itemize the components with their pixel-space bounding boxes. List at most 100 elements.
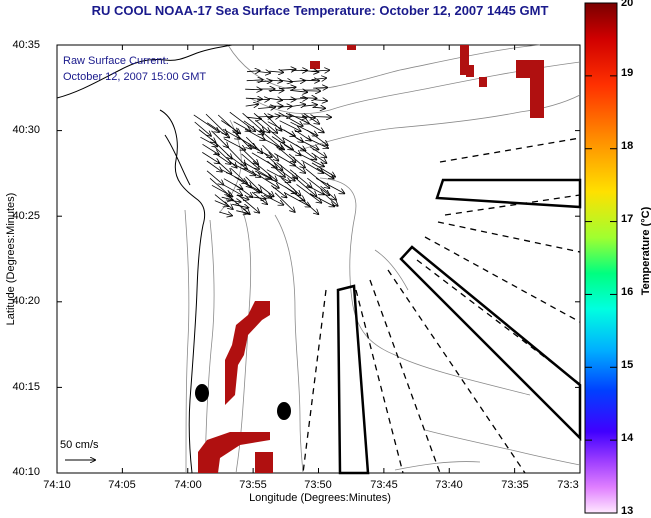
colorbar-tick-label: 13 <box>621 505 634 517</box>
x-tick-label: 74:05 <box>108 479 136 491</box>
current-vector <box>292 104 305 106</box>
current-vector <box>225 200 241 202</box>
current-vector <box>311 78 327 80</box>
current-vector <box>311 70 330 71</box>
current-vector <box>278 106 291 107</box>
x-tick-label: 73:55 <box>239 479 267 491</box>
y-tick-label: 40:25 <box>12 210 40 222</box>
current-vector <box>229 161 256 175</box>
current-vector <box>239 146 258 164</box>
current-vector <box>209 177 230 195</box>
current-vector <box>274 144 295 162</box>
current-vector <box>245 176 262 193</box>
current-vector <box>313 100 327 101</box>
current-vector <box>222 128 240 139</box>
current-vector <box>255 119 269 132</box>
current-vector <box>290 116 306 118</box>
current-label: Raw Surface Current: <box>63 55 169 67</box>
current-vector <box>300 70 319 72</box>
current-vector <box>295 144 316 160</box>
current-vector <box>309 146 326 158</box>
current-vector <box>307 129 327 145</box>
current-vector <box>205 113 227 134</box>
current-vector <box>316 178 344 193</box>
current-vector <box>305 137 328 149</box>
current-vector <box>278 169 295 180</box>
current-vector <box>220 168 247 183</box>
current-vector <box>218 212 232 216</box>
current-vector <box>246 71 260 72</box>
current-vector <box>262 144 279 161</box>
scale-label: 50 cm/s <box>60 439 99 451</box>
current-vectors <box>193 69 344 216</box>
sst-patches <box>198 45 544 473</box>
current-vector <box>278 112 303 126</box>
current-vector <box>245 98 262 99</box>
current-vector <box>214 152 231 164</box>
current-vector <box>214 200 228 207</box>
current-vector <box>303 120 324 133</box>
current-vector <box>255 170 271 179</box>
x-axis-label: Longitude (Degrees:Minutes) <box>249 492 391 504</box>
x-tick-label: 73:50 <box>304 479 332 491</box>
current-vector <box>302 80 319 81</box>
current-vector <box>245 104 259 106</box>
current-vector <box>237 194 260 213</box>
current-vector <box>289 161 305 173</box>
y-axis-label: Latitude (Degrees:Minutes) <box>5 192 17 326</box>
x-tick-label: 74:10 <box>43 479 71 491</box>
outline-polygons <box>336 178 582 475</box>
current-vector <box>296 194 319 215</box>
current-vector <box>279 80 292 82</box>
current-vector <box>251 152 277 168</box>
current-vector <box>244 167 261 177</box>
current-vector <box>257 99 269 100</box>
current-vector <box>279 87 295 89</box>
current-vector <box>233 121 251 131</box>
current-vector <box>289 81 305 82</box>
current-vector <box>258 107 275 108</box>
current-vector <box>322 192 338 206</box>
current-vector <box>269 98 282 100</box>
current-vector <box>296 184 322 202</box>
current-vector <box>232 204 248 207</box>
current-vector <box>316 167 334 179</box>
current-vector <box>274 192 295 212</box>
current-time: October 12, 2007 15:00 GMT <box>63 71 207 83</box>
current-vector <box>293 176 316 196</box>
current-vector <box>309 193 334 207</box>
current-vector <box>236 211 248 214</box>
colorbar-label: Temperature (°C) <box>640 206 651 296</box>
current-vector <box>279 120 301 131</box>
current-vector <box>245 89 261 90</box>
current-vector <box>290 121 318 135</box>
y-tick-label: 40:30 <box>12 124 40 136</box>
current-vector <box>211 184 232 196</box>
current-vector <box>234 176 260 193</box>
current-vector <box>237 136 256 148</box>
current-vector <box>246 80 263 81</box>
current-vector <box>236 194 249 199</box>
marker-dot-west <box>195 384 209 402</box>
colorbar-tick-label: 16 <box>621 286 634 298</box>
current-vector <box>305 168 330 188</box>
current-vector <box>303 91 321 92</box>
current-vector <box>300 98 316 99</box>
plot-area <box>56 44 581 474</box>
current-vector <box>242 112 264 132</box>
current-vector <box>259 175 279 188</box>
current-vector <box>221 197 233 200</box>
x-tick-label: 73:35 <box>501 479 529 491</box>
current-vector <box>296 137 318 150</box>
current-vector <box>258 116 273 117</box>
current-vector <box>243 120 263 135</box>
current-vector <box>271 136 293 150</box>
current-vector <box>247 144 272 157</box>
x-tick-label: 73:3 <box>557 479 579 491</box>
current-vector <box>226 154 247 169</box>
current-vector <box>223 184 242 195</box>
current-vector <box>194 121 211 136</box>
current-vector <box>206 160 222 172</box>
current-vector <box>313 88 327 89</box>
current-vector <box>280 69 296 70</box>
